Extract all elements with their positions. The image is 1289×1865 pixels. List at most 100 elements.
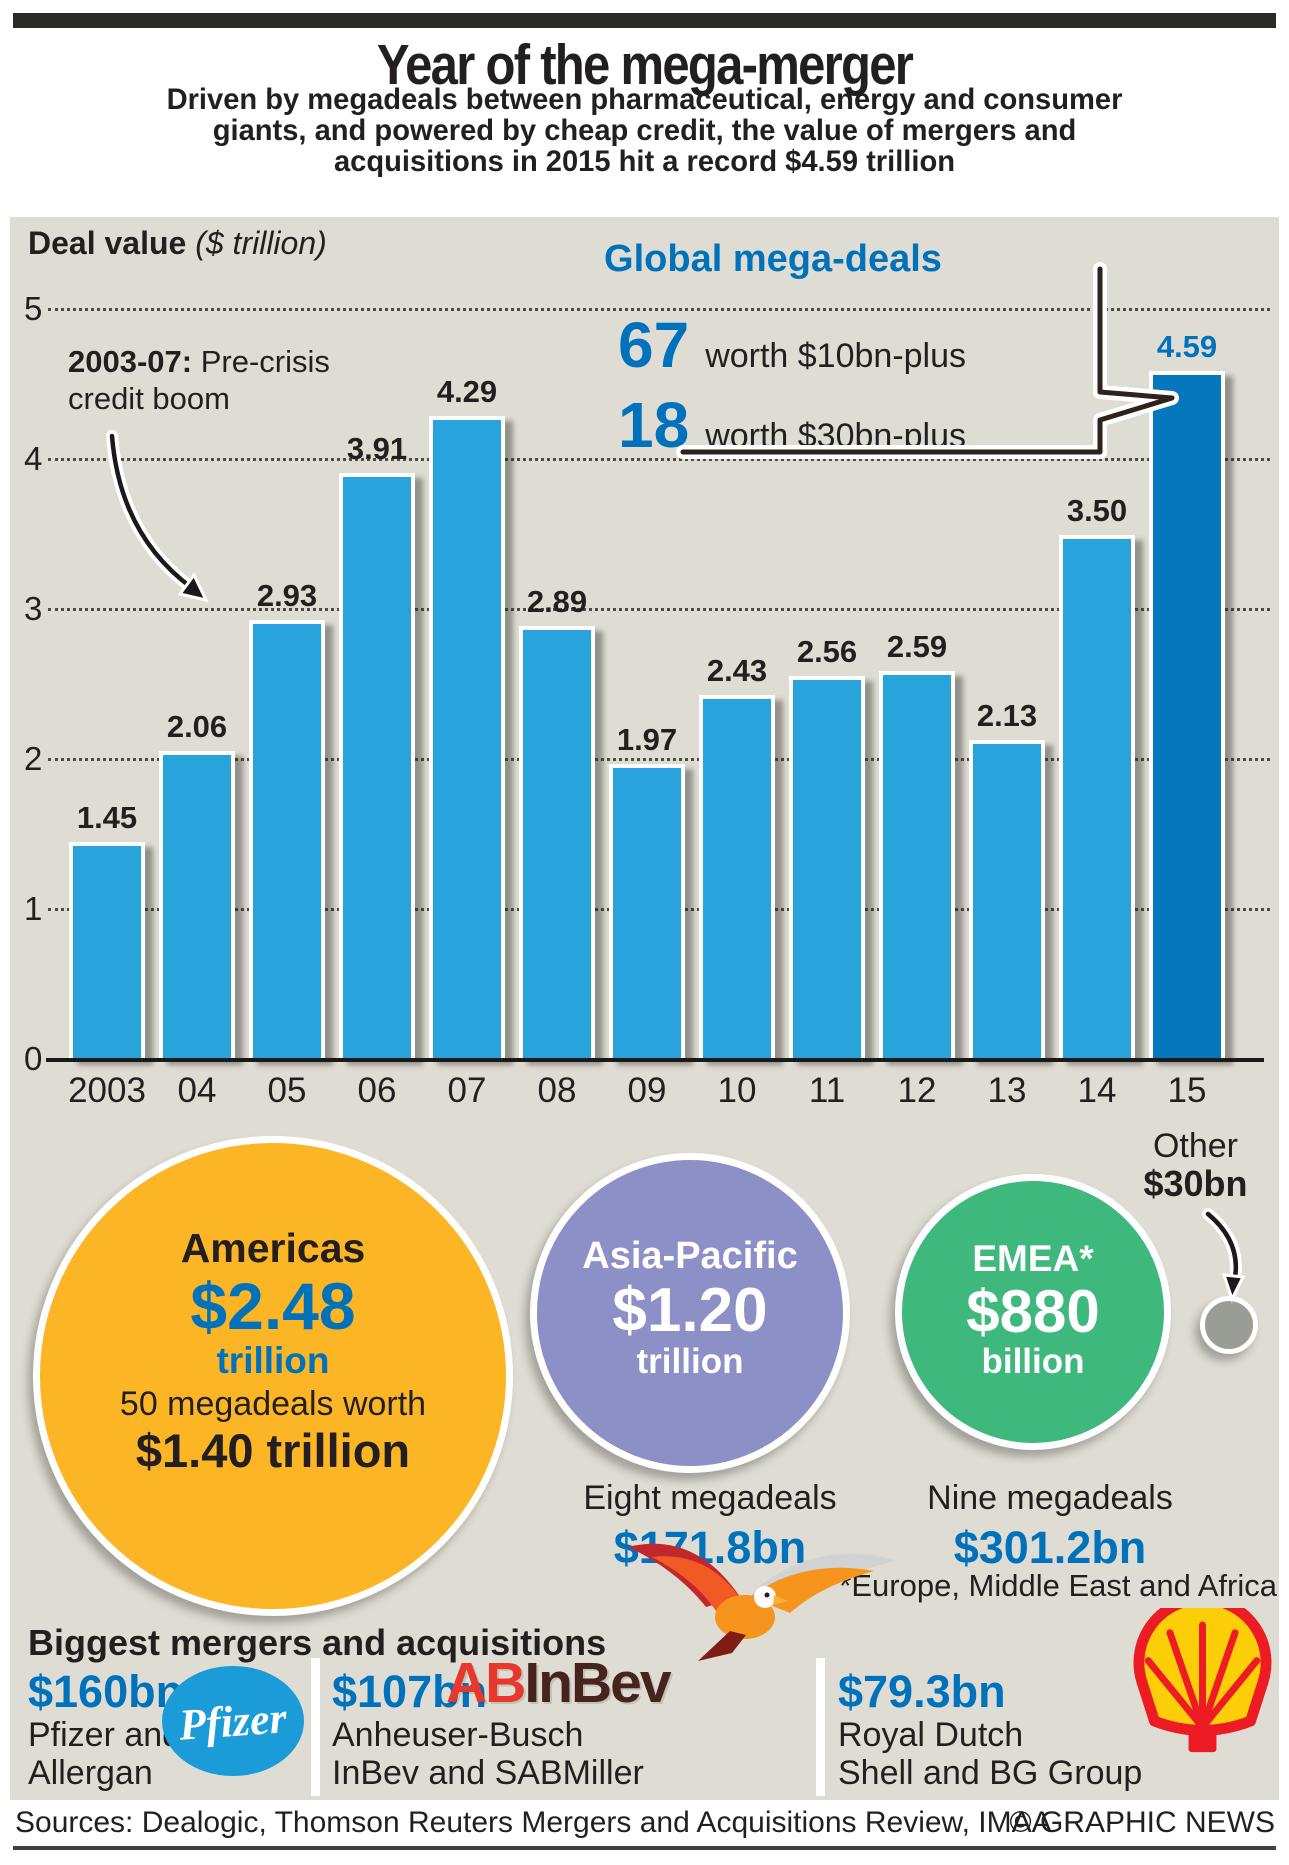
bar-value-label: 2.59 xyxy=(886,629,948,664)
x-axis-line xyxy=(46,1058,1264,1062)
callout-stat-2-text: worth $30bn-plus xyxy=(705,417,967,455)
bar-value-label: 3.50 xyxy=(1066,493,1128,528)
x-tick-label: 2003 xyxy=(68,1071,146,1110)
y-tick-label: 4 xyxy=(24,440,43,477)
bar xyxy=(789,676,865,1060)
deal-3-value: $79.3bn xyxy=(838,1666,1006,1717)
y-gridline xyxy=(48,458,1270,461)
x-tick-label: 11 xyxy=(808,1071,846,1110)
callout-stat-1-number: 67 xyxy=(618,309,690,381)
other-label: Other $30bn xyxy=(1103,1127,1288,1204)
bar-value-label: 1.97 xyxy=(616,722,678,757)
asia-pacific-text: Asia-Pacific $1.20 trillion xyxy=(540,1235,840,1379)
bar-value-label: 2.06 xyxy=(166,709,228,744)
chart-panel: Deal value ($ trillion) 5 4 3 2 1 0 1.45 2003 2.… xyxy=(10,217,1279,1800)
americas-value: $2.48 xyxy=(190,1269,356,1343)
credit-text: © GRAPHIC NEWS xyxy=(1009,1806,1275,1839)
bar xyxy=(969,740,1045,1060)
deal-3-line1: Royal Dutch xyxy=(838,1716,1024,1754)
y-gridline xyxy=(48,308,1270,311)
x-tick-label: 08 xyxy=(537,1071,577,1110)
other-value: $30bn xyxy=(1143,1163,1248,1204)
axis-title-main: Deal value xyxy=(28,225,187,261)
asia-pacific-value: $1.20 xyxy=(612,1276,768,1345)
footer-rule xyxy=(13,1846,1276,1850)
annotation-lead: 2003-07: xyxy=(68,344,193,379)
callout-stat-1-text: worth $10bn-plus xyxy=(705,337,967,375)
deal-2-line2: InBev and SABMiller xyxy=(332,1754,644,1792)
deal-divider-1 xyxy=(311,1658,320,1796)
x-tick-label: 15 xyxy=(1167,1071,1207,1110)
y-tick-label: 5 xyxy=(24,290,43,327)
americas-circle xyxy=(33,1136,513,1616)
y-tick-label: 2 xyxy=(24,740,43,777)
deal-3-line2: Shell and BG Group xyxy=(838,1754,1143,1792)
deal-1-line2: Allergan xyxy=(28,1754,153,1792)
bar-value-label: 2.13 xyxy=(976,698,1038,733)
callout-title: Global mega-deals xyxy=(604,238,942,280)
ab-inbev-logo-inbev: InBev xyxy=(524,1651,671,1715)
bar xyxy=(519,626,595,1060)
other-arrow-casing xyxy=(1202,1208,1242,1289)
americas-note2: $1.40 trillion xyxy=(135,1423,411,1477)
pfizer-logo: Pfizer xyxy=(162,1666,304,1776)
emea-text: EMEA* $880 billion xyxy=(893,1238,1173,1379)
bar xyxy=(699,695,775,1060)
bar xyxy=(249,620,325,1060)
deal-2-line1: Anheuser-Busch xyxy=(332,1716,584,1754)
axis-title-unit: ($ trillion) xyxy=(195,225,327,261)
y-tick-label: 3 xyxy=(24,590,43,627)
x-tick-label: 05 xyxy=(267,1071,307,1110)
asia-pacific-name: Asia-Pacific xyxy=(582,1235,798,1277)
top-rule-bar xyxy=(13,13,1276,28)
callout-stat-2: 18 worth $30bn-plus xyxy=(618,393,966,457)
emea-footnote: *Europe, Middle East and Africa xyxy=(839,1568,1277,1603)
ab-inbev-logo: ABInBev xyxy=(446,1650,672,1716)
other-name: Other xyxy=(1152,1127,1239,1165)
y-tick-label: 1 xyxy=(24,890,43,927)
bar-value-label: 3.91 xyxy=(346,431,408,466)
deals-heading: Biggest mergers and acquisitions xyxy=(28,1622,607,1663)
americas-note1: 50 megadeals worth xyxy=(119,1384,427,1423)
y-gridline xyxy=(48,758,1270,761)
bar xyxy=(1059,535,1135,1060)
x-tick-label: 09 xyxy=(627,1071,667,1110)
precrisis-arrowhead xyxy=(177,572,209,603)
emea-circle xyxy=(895,1174,1171,1450)
x-tick-label: 12 xyxy=(897,1071,937,1110)
x-tick-label: 10 xyxy=(717,1071,757,1110)
asia-megadeals-count: Eight megadeals xyxy=(583,1479,837,1517)
bar-value-label: 2.43 xyxy=(706,653,768,688)
callout-stat-2-number: 18 xyxy=(618,389,690,461)
other-circle xyxy=(1200,1296,1258,1354)
emea-value: $880 xyxy=(966,1278,1100,1345)
bar xyxy=(1149,371,1225,1060)
emea-megadeals-value: $301.2bn xyxy=(953,1522,1147,1573)
x-tick-label: 06 xyxy=(357,1071,397,1110)
bar xyxy=(339,473,415,1060)
bar xyxy=(159,751,235,1060)
americas-text: Americas $2.48 trillion 50 megadeals wor… xyxy=(73,1225,473,1478)
ab-inbev-logo-ab: AB xyxy=(446,1651,526,1715)
bar xyxy=(69,842,145,1060)
americas-unit: trillion xyxy=(216,1339,330,1381)
annotation-rest: Pre-crisis credit boom xyxy=(68,344,330,416)
x-tick-label: 14 xyxy=(1077,1071,1117,1110)
sources-text: Sources: Dealogic, Thomson Reuters Merge… xyxy=(15,1806,1052,1839)
bar-value-label: 2.93 xyxy=(256,578,318,613)
page-subtitle: Driven by megadeals between pharmaceutic… xyxy=(166,83,1123,178)
x-tick-label: 07 xyxy=(447,1071,487,1110)
shell-logo xyxy=(1133,1608,1272,1753)
deal-2-value: $107bn xyxy=(332,1666,488,1717)
bar-value-label: 4.59 xyxy=(1156,329,1218,364)
americas-name: Americas xyxy=(180,1225,366,1271)
emea-megadeals-count: Nine megadeals xyxy=(927,1479,1173,1517)
chart-annotation: 2003-07: Pre-crisis credit boom xyxy=(68,343,398,417)
emea-megadeals: Nine megadeals $301.2bn xyxy=(855,1479,1245,1574)
emea-name: EMEA* xyxy=(972,1238,1094,1279)
x-tick-label: 04 xyxy=(177,1071,217,1110)
other-arrow xyxy=(1205,1211,1239,1286)
bar-value-label: 4.29 xyxy=(436,374,498,409)
bar xyxy=(609,764,685,1060)
